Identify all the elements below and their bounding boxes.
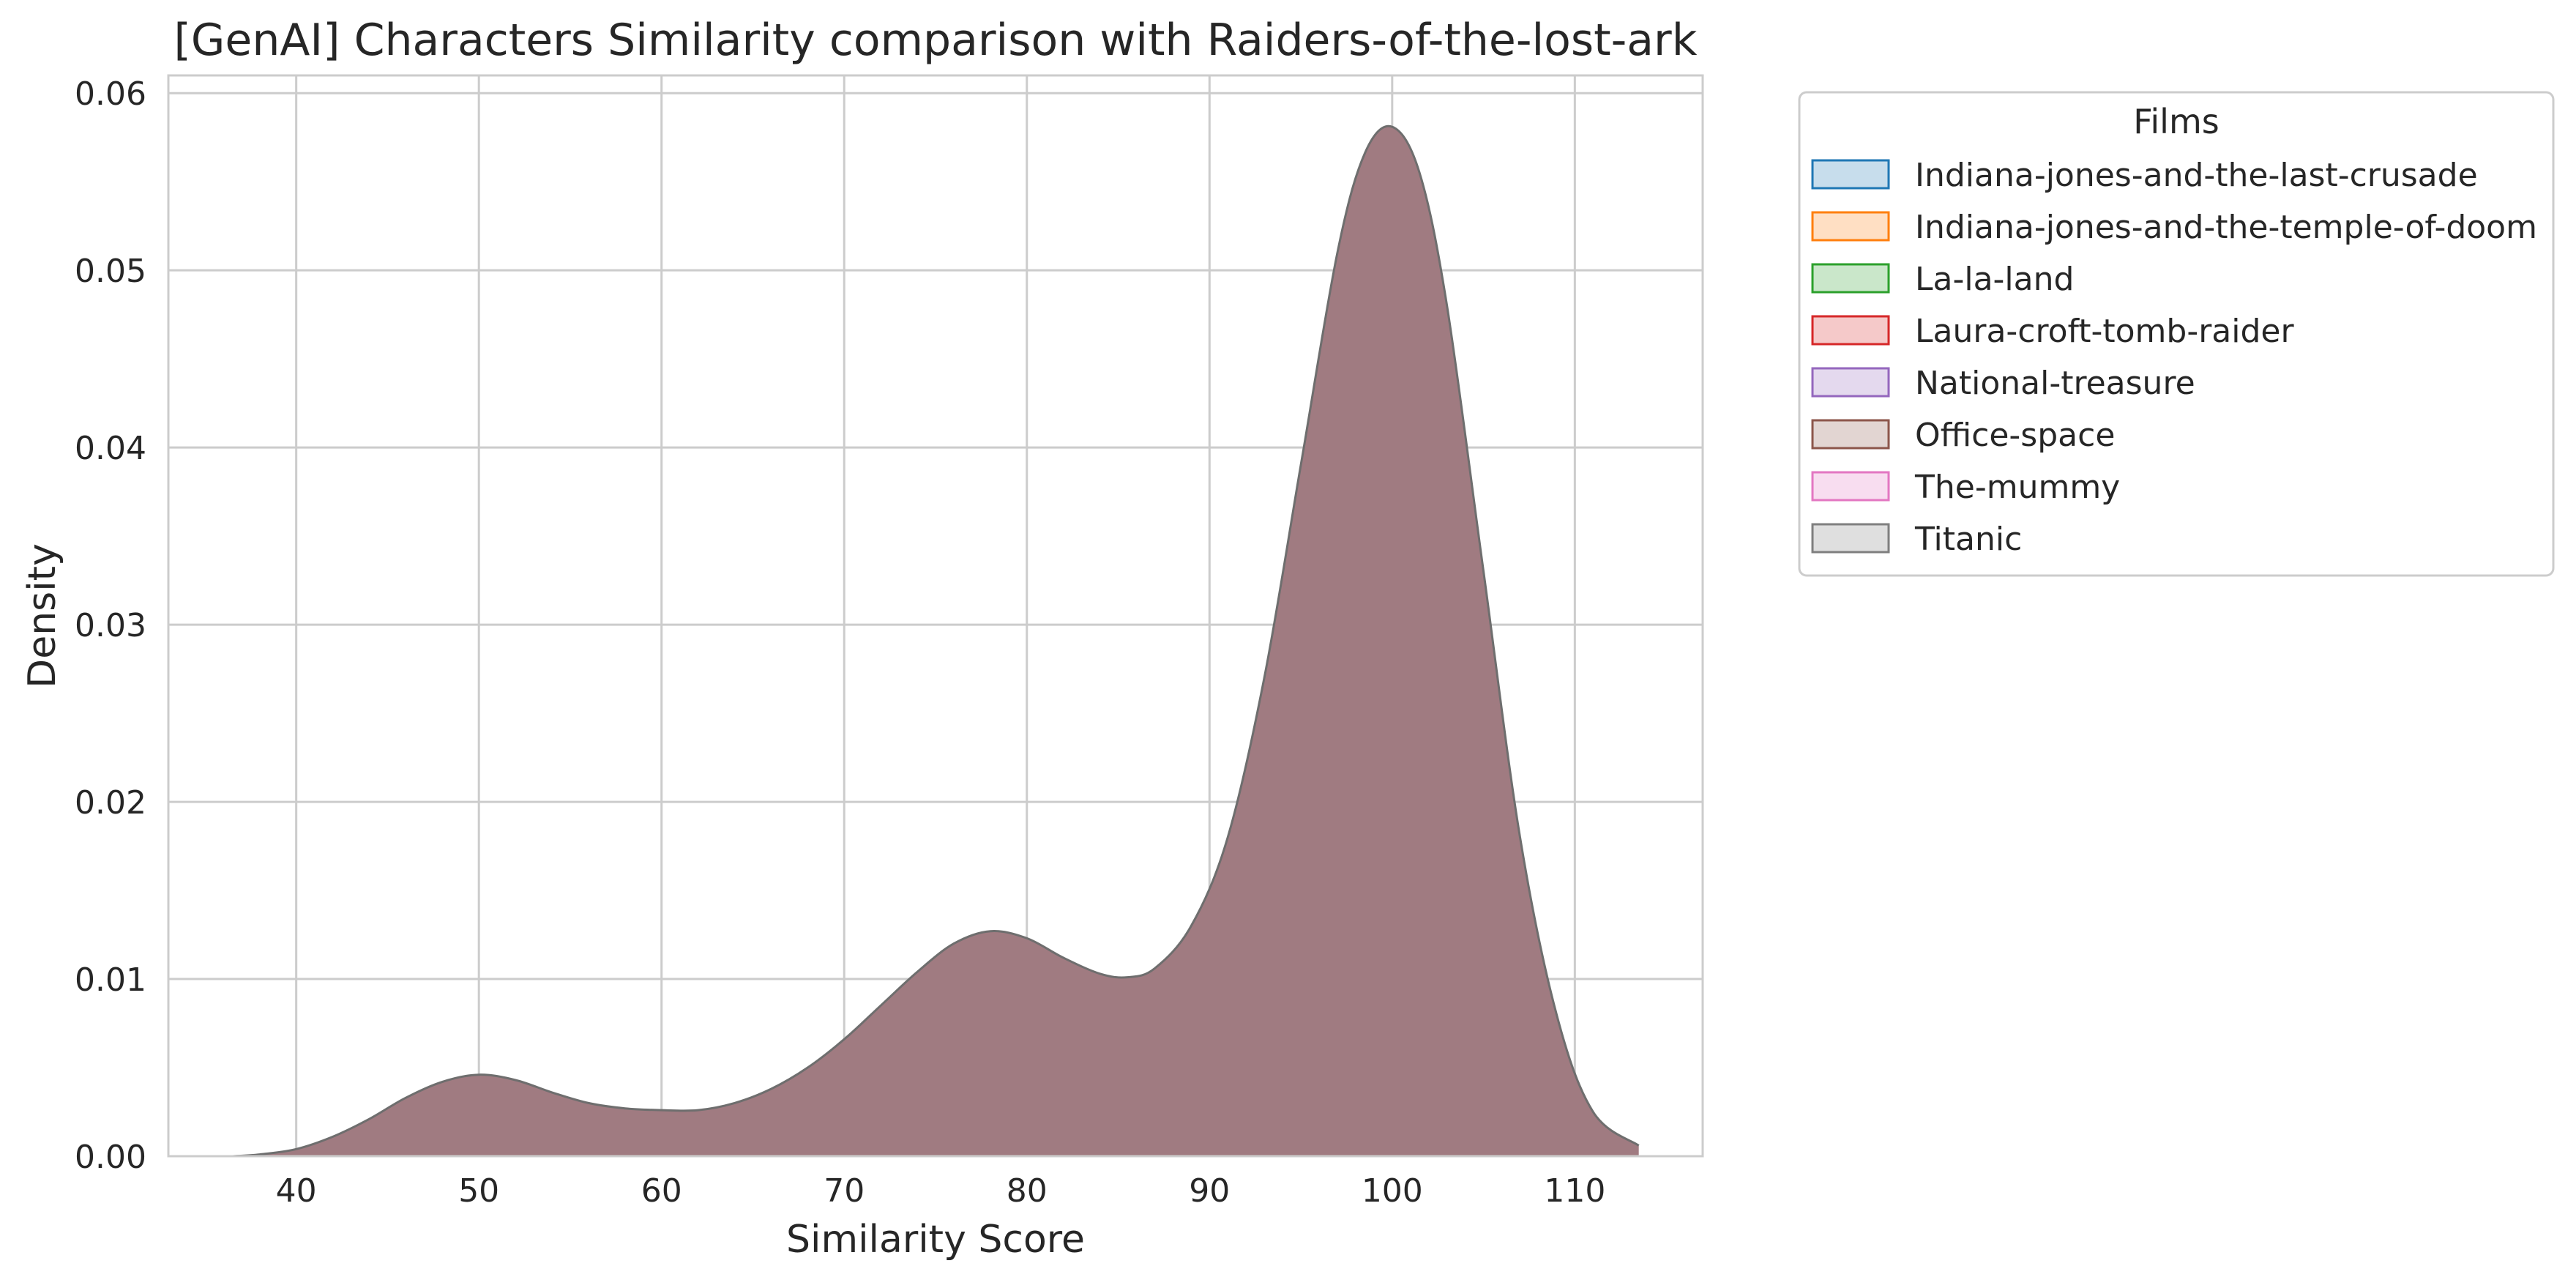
legend-entry-label: La-la-land [1915, 261, 2074, 298]
y-tick-label: 0.05 [75, 253, 146, 290]
x-axis-label: Similarity Score [786, 1218, 1085, 1262]
y-tick-label: 0.06 [75, 75, 146, 113]
y-tick-label: 0.04 [75, 430, 146, 467]
x-tick-label: 60 [641, 1172, 682, 1210]
legend-entry-label: National-treasure [1915, 365, 2195, 402]
legend-swatch [1812, 420, 1889, 448]
y-tick-label: 0.02 [75, 784, 146, 822]
legend-title: Films [2133, 102, 2219, 141]
x-tick-label: 90 [1189, 1172, 1230, 1210]
legend-swatch [1812, 316, 1889, 344]
legend-entry-label: Laura-croft-tomb-raider [1915, 313, 2294, 350]
x-tick-label: 110 [1544, 1172, 1605, 1210]
legend-swatch [1812, 212, 1889, 240]
density-area [232, 126, 1638, 1156]
y-tick-label: 0.00 [75, 1139, 146, 1176]
y-tick-label: 0.01 [75, 961, 146, 999]
legend-entry-label: The-mummy [1914, 469, 2120, 506]
legend-swatch [1812, 160, 1889, 188]
legend-swatch [1812, 472, 1889, 500]
x-tick-label: 70 [824, 1172, 865, 1210]
legend-swatch [1812, 368, 1889, 396]
legend-entry-label: Office-space [1915, 417, 2115, 454]
legend-swatch [1812, 264, 1889, 292]
y-tick-label: 0.03 [75, 607, 146, 644]
y-axis-label: Density [20, 543, 64, 688]
area-layer [232, 126, 1638, 1156]
legend-entry-label: Titanic [1914, 521, 2022, 558]
x-tick-label: 80 [1007, 1172, 1048, 1210]
x-tick-label: 50 [458, 1172, 499, 1210]
legend-entry-label: Indiana-jones-and-the-last-crusade [1915, 157, 2478, 194]
x-tick-label: 40 [276, 1172, 317, 1210]
legend-swatch [1812, 524, 1889, 552]
legend-entry-label: Indiana-jones-and-the-temple-of-doom [1915, 209, 2537, 246]
x-tick-label: 100 [1362, 1172, 1423, 1210]
chart-title: [GenAI] Characters Similarity comparison… [174, 15, 1698, 66]
legend: Films Indiana-jones-and-the-last-crusade… [1799, 92, 2553, 576]
